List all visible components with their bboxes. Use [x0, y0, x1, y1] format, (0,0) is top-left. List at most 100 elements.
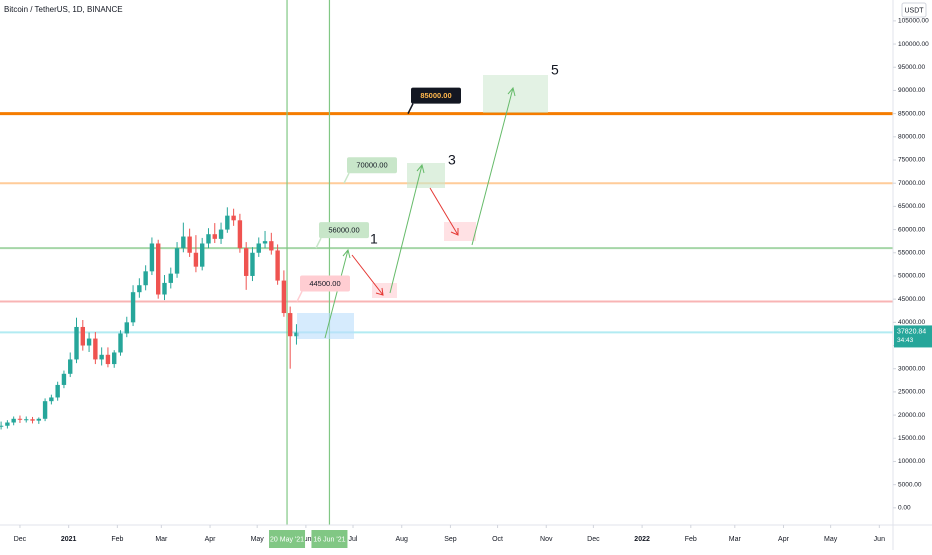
- candle-body: [36, 418, 42, 421]
- x-tick-label: Jul: [349, 536, 358, 543]
- arrow: [351, 254, 384, 296]
- candle-body: [30, 419, 35, 421]
- target-box: [483, 75, 548, 113]
- candle-body: [124, 322, 129, 334]
- candle-body: [42, 401, 48, 419]
- candle-body: [17, 418, 23, 420]
- date-marker-box: [269, 530, 306, 548]
- pullback-box: [444, 222, 476, 241]
- arrow: [324, 248, 351, 339]
- label-pointer: [315, 237, 322, 249]
- candle-body: [0, 425, 4, 427]
- price-label: 70000.00: [356, 161, 387, 170]
- x-tick-label: Mar: [155, 536, 168, 543]
- wave-label: 3: [448, 152, 456, 168]
- price-label-box: [300, 275, 350, 292]
- label-pointer: [407, 103, 414, 114]
- y-tick-label: 100000.00: [898, 41, 929, 48]
- candle-body: [74, 326, 79, 360]
- price-label-box: [411, 87, 461, 104]
- x-tick-label: May: [824, 536, 838, 543]
- current-price: 37820.84: [897, 328, 926, 335]
- candle-body: [193, 252, 199, 267]
- candle-body: [55, 384, 60, 398]
- candle-body: [187, 236, 192, 253]
- y-tick-label: 95000.00: [898, 64, 925, 71]
- y-tick-label: 15000.00: [898, 435, 925, 442]
- price-label: 56000.00: [328, 226, 359, 235]
- candle-body: [99, 354, 104, 360]
- date-marker-label: 20 May '21: [270, 536, 304, 543]
- candle-body: [130, 292, 136, 323]
- candle-body: [105, 354, 111, 365]
- y-tick-label: 20000.00: [898, 412, 925, 419]
- candle-body: [11, 418, 16, 423]
- y-tick-label: 30000.00: [898, 365, 925, 372]
- candle-body: [24, 419, 29, 421]
- wave-label: 1: [370, 231, 378, 247]
- y-tick-label: 0.00: [898, 505, 911, 512]
- y-tick-label: 10000.00: [898, 458, 925, 465]
- candle-body: [275, 250, 280, 281]
- x-tick-label: 2021: [61, 536, 77, 543]
- y-tick-label: 90000.00: [898, 87, 925, 94]
- date-marker-box: [311, 530, 348, 548]
- candle-body: [49, 397, 54, 402]
- chart-title: Bitcoin / TetherUS, 1D, BINANCE: [4, 5, 123, 14]
- wave-label: 5: [551, 62, 559, 78]
- y-tick-label: 50000.00: [898, 273, 925, 280]
- y-tick-label: 5000.00: [898, 481, 922, 488]
- x-tick-label: Jun: [300, 536, 311, 543]
- y-tick-label: 55000.00: [898, 249, 925, 256]
- candle-body: [156, 243, 161, 295]
- x-tick-label: Feb: [685, 536, 697, 543]
- y-tick-label: 70000.00: [898, 180, 925, 187]
- x-tick-label: Aug: [395, 536, 408, 543]
- y-tick-label: 45000.00: [898, 296, 925, 303]
- candle-body: [137, 285, 142, 293]
- candle-body: [143, 271, 148, 286]
- y-tick-label: 85000.00: [898, 110, 925, 117]
- y-tick-label: 105000.00: [898, 18, 929, 25]
- candle-body: [294, 332, 299, 337]
- x-tick-label: Sep: [444, 536, 457, 543]
- currency-box: [901, 2, 927, 18]
- candle-body: [149, 243, 155, 272]
- drawings: 1 3 5 85000.00 70000.00 56000.00 44500.00: [296, 62, 559, 339]
- candle-body: [80, 326, 85, 346]
- candle-body: [287, 313, 293, 337]
- candle-body: [86, 338, 92, 346]
- arrow: [471, 86, 516, 246]
- candle-body: [225, 215, 230, 230]
- x-tick-label: Mar: [729, 536, 742, 543]
- candle-body: [162, 282, 167, 295]
- x-tick-label: Dec: [587, 536, 600, 543]
- label-pointer: [343, 172, 350, 184]
- y-tick-label: 25000.00: [898, 389, 925, 396]
- arrow: [429, 187, 459, 236]
- x-tick-label: Dec: [14, 536, 27, 543]
- label-pointer: [296, 291, 303, 302]
- x-tick-label: Jun: [874, 536, 885, 543]
- x-tick-label: Nov: [540, 536, 553, 543]
- candle-body: [112, 352, 117, 365]
- candle-body: [256, 243, 261, 253]
- candle-body: [250, 252, 255, 276]
- x-tick-label: Feb: [111, 536, 123, 543]
- candle-body: [212, 234, 217, 239]
- price-axis: [893, 0, 932, 550]
- candle-body: [61, 373, 67, 385]
- candle-body: [206, 234, 211, 244]
- candle-body: [199, 243, 205, 267]
- y-tick-label: 80000.00: [898, 134, 925, 141]
- candle-body: [281, 280, 287, 314]
- y-tick-label: 60000.00: [898, 226, 925, 233]
- candle-body: [231, 215, 236, 221]
- currency: USDT: [904, 7, 924, 14]
- date-marker-label: 16 Jun '21: [313, 536, 345, 543]
- candle-body: [174, 248, 180, 274]
- y-tick-label: 75000.00: [898, 157, 925, 164]
